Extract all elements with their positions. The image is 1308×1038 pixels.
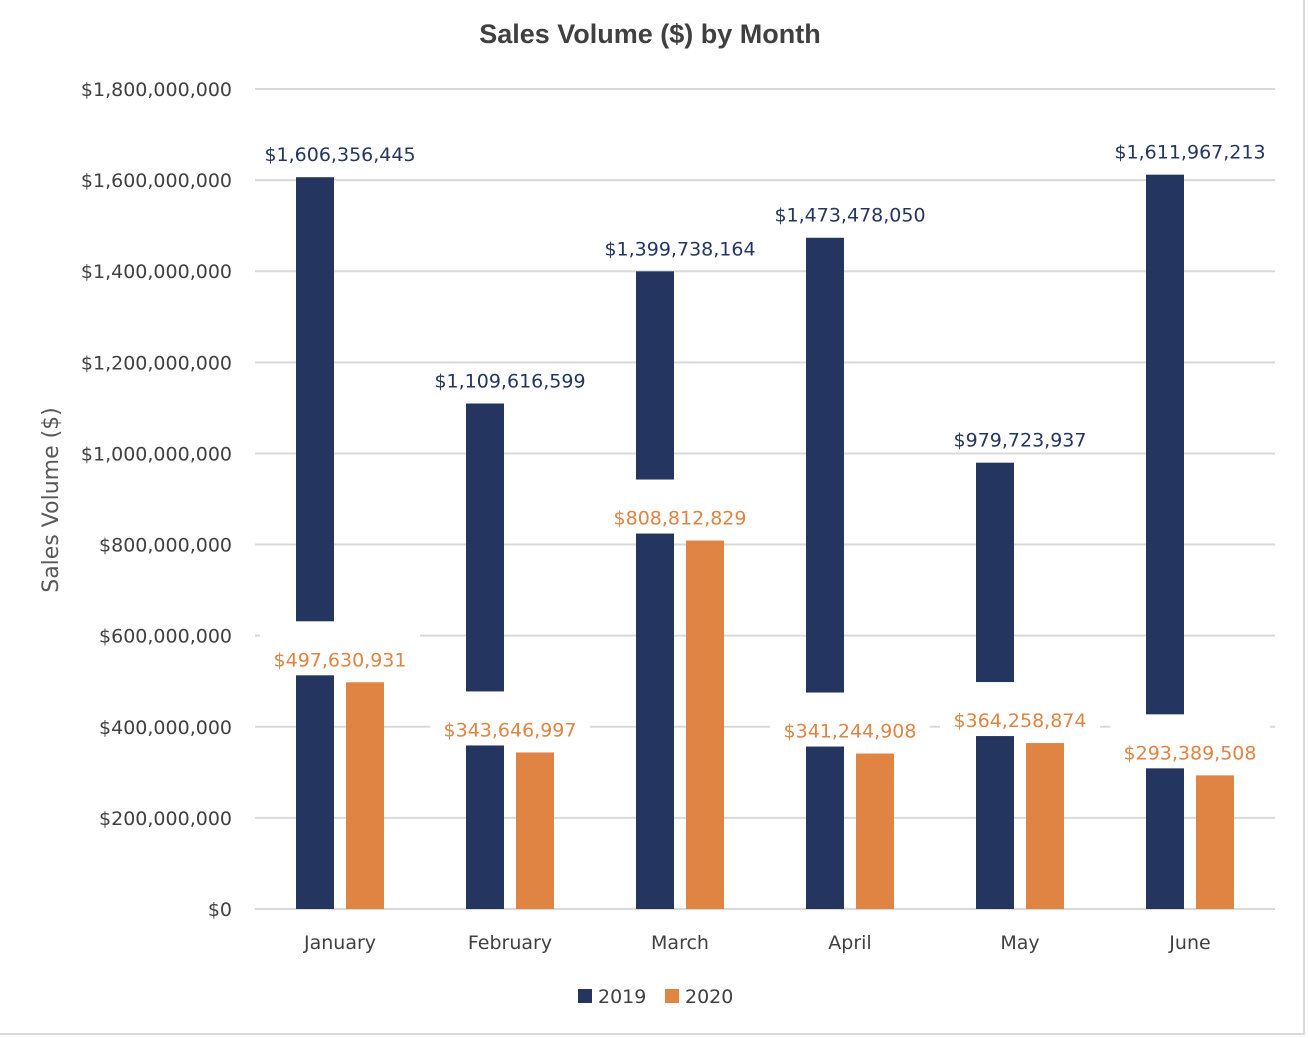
data-label-2019: $1,606,356,445	[264, 144, 415, 166]
bars: $497,630,931 $1,606,356,445 $343,646,997 $1…	[260, 142, 1270, 910]
y-tick-label: $1,400,000,000	[81, 261, 232, 283]
gridlines	[255, 88, 1275, 910]
bar-2019	[1146, 174, 1184, 910]
bar-2020	[686, 540, 724, 909]
data-label-2019: $1,611,967,213	[1114, 142, 1265, 164]
data-label-2019: $1,473,478,050	[774, 205, 925, 227]
y-tick-label: $800,000,000	[99, 535, 232, 557]
y-tick-label: $1,000,000,000	[81, 443, 232, 465]
data-label-2020: $808,812,829	[614, 508, 747, 530]
y-axis-ticks: $0 $200,000,000 $400,000,000 $600,000,000 $8…	[81, 79, 232, 921]
data-label-background	[940, 682, 1100, 737]
bar-2019	[806, 237, 844, 909]
bar-2019	[296, 177, 334, 909]
x-tick-label: June	[1168, 932, 1210, 954]
x-tick-label: February	[468, 932, 552, 954]
data-label-2019: $979,723,937	[954, 430, 1087, 452]
legend-swatch	[578, 989, 592, 1003]
bar-2019	[466, 403, 504, 909]
data-label-2020: $364,258,874	[954, 710, 1087, 732]
data-label-2020: $293,389,508	[1124, 742, 1257, 764]
x-tick-label: March	[651, 932, 709, 954]
bar-2020	[346, 682, 384, 909]
chart-title: Sales Volume ($) by Month	[479, 19, 821, 49]
y-axis-label: Sales Volume ($)	[39, 407, 64, 593]
bar-2020	[1196, 775, 1234, 909]
bar-2019	[636, 271, 674, 909]
x-axis-ticks: January February March April May June	[303, 932, 1211, 954]
data-label-2019: $1,109,616,599	[434, 371, 585, 393]
legend: 2019 2020	[578, 986, 733, 1008]
x-tick-label: January	[303, 932, 376, 954]
data-label-background	[430, 691, 590, 746]
data-label-background	[600, 479, 760, 534]
y-tick-label: $1,800,000,000	[81, 79, 232, 101]
bar-2020	[516, 752, 554, 909]
data-label-2020: $497,630,931	[274, 649, 407, 671]
y-tick-label: $600,000,000	[99, 626, 232, 648]
data-label-background	[1110, 714, 1270, 769]
y-tick-label: $0	[208, 899, 232, 921]
y-tick-label: $1,600,000,000	[81, 170, 232, 192]
data-label-background	[260, 621, 420, 676]
data-label-2020: $343,646,997	[444, 719, 577, 741]
legend-label: 2020	[685, 986, 733, 1008]
legend-label: 2019	[598, 986, 646, 1008]
y-tick-label: $1,200,000,000	[81, 352, 232, 374]
legend-swatch	[665, 989, 679, 1003]
x-tick-label: April	[828, 932, 871, 954]
bar-2020	[1026, 743, 1064, 909]
data-label-2019: $1,399,738,164	[604, 238, 755, 260]
data-label-background	[770, 692, 930, 747]
x-tick-label: May	[1000, 932, 1039, 954]
y-tick-label: $200,000,000	[99, 808, 232, 830]
data-label-2020: $341,244,908	[784, 721, 917, 743]
y-tick-label: $400,000,000	[99, 717, 232, 739]
bar-2020	[856, 753, 894, 909]
